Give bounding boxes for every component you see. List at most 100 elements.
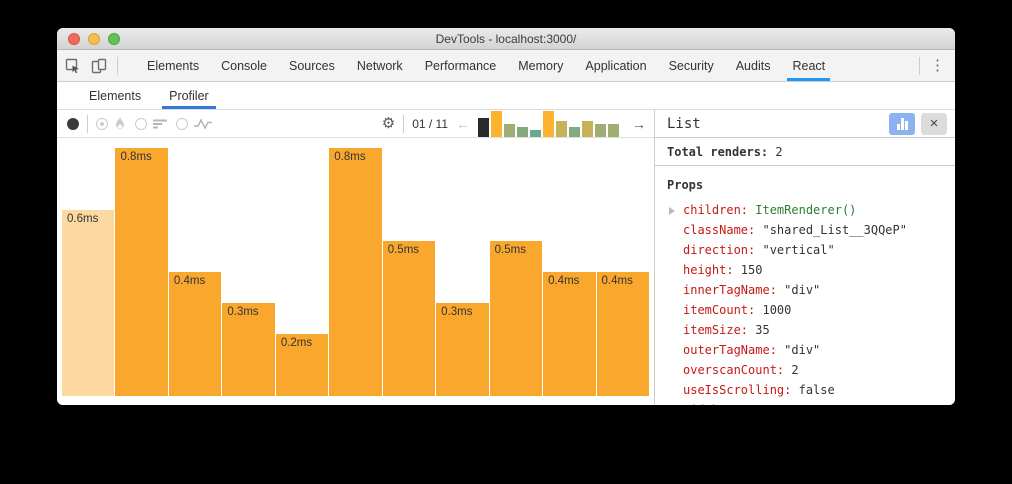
snapshot-bar-3[interactable] [504,124,515,137]
commit-bar-4[interactable]: 0.3ms [222,303,274,396]
prop-value: "vertical" [762,243,834,257]
tab-console[interactable]: Console [210,50,278,81]
tab-application[interactable]: Application [574,50,657,81]
commit-bar-label: 0.3ms [227,306,258,318]
commit-bar-6[interactable]: 0.8ms [329,148,381,396]
subtab-elements[interactable]: Elements [75,82,155,109]
prop-value: "div" [784,283,820,297]
prop-row-innerTagName: innerTagName: "div" [667,280,943,300]
commit-bar-label: 0.3ms [441,306,472,318]
commit-bar-7[interactable]: 0.5ms [383,241,435,396]
panel-tabs: ElementsProfiler [75,82,223,109]
device-toolbar-icon[interactable] [91,58,107,74]
snapshot-selector[interactable] [478,111,624,137]
tab-elements[interactable]: Elements [136,50,210,81]
tab-performance[interactable]: Performance [414,50,508,81]
tab-memory[interactable]: Memory [507,50,574,81]
tab-network[interactable]: Network [346,50,414,81]
interactions-radio[interactable] [176,118,188,130]
commit-bar-11[interactable]: 0.4ms [597,272,649,396]
minimize-window-button[interactable] [88,33,100,45]
commit-bar-label: 0.8ms [334,151,365,163]
component-name: List [667,116,883,132]
snapshot-bar-8[interactable] [569,127,580,137]
snapshot-bar-1[interactable] [478,118,489,137]
ranked-mode-option[interactable] [135,118,168,130]
snapshot-bar-10[interactable] [595,124,606,137]
prop-row-children[interactable]: children: ItemRenderer() [667,200,943,220]
window-titlebar[interactable]: DevTools - localhost:3000/ [57,28,955,50]
commit-bar-label: 0.6ms [67,213,98,225]
profiler-toolbar: ⚙ 01 / 11 ← → [57,110,654,138]
tab-security[interactable]: Security [658,50,725,81]
more-options-icon[interactable]: ⋮ [930,58,945,73]
commit-bar-5[interactable]: 0.2ms [276,334,328,396]
profiler-pane: ⚙ 01 / 11 ← → 0.6ms0.8ms0.4ms0.3ms0.2ms0… [57,110,655,405]
commit-bar-9[interactable]: 0.5ms [490,241,542,396]
snapshot-bar-9[interactable] [582,121,593,137]
commit-bar-label: 0.2ms [281,337,312,349]
tab-audits[interactable]: Audits [725,50,782,81]
prop-key: width: [683,403,734,405]
commit-bar-2[interactable]: 0.8ms [115,148,167,396]
total-renders-value: 2 [775,145,782,159]
commit-bar-8[interactable]: 0.3ms [436,303,488,396]
tab-sources[interactable]: Sources [278,50,346,81]
zoom-window-button[interactable] [108,33,120,45]
snapshot-bar-4[interactable] [517,127,528,137]
prop-value: 1000 [762,303,791,317]
prop-value: 300 [734,403,756,405]
snapshot-bar-5[interactable] [530,130,541,137]
inspect-element-icon[interactable] [65,58,81,74]
total-renders-label: Total renders: [667,145,768,159]
bar-chart-icon [897,118,908,130]
prop-key: itemSize: [683,323,755,337]
prop-row-width: width: 300 [667,400,943,405]
props-section: Props children: ItemRenderer()className:… [655,166,955,405]
snapshot-bar-11[interactable] [608,124,619,137]
subtab-profiler[interactable]: Profiler [155,82,223,109]
expand-triangle-icon[interactable] [669,207,675,215]
devtools-tab-bar: ElementsConsoleSourcesNetworkPerformance… [57,50,955,82]
props-heading: Props [667,178,943,192]
interactions-line-icon [193,117,213,130]
flamegraph-radio[interactable] [96,118,108,130]
window-title: DevTools - localhost:3000/ [436,32,577,46]
ranked-radio[interactable] [135,118,147,130]
commit-bar-3[interactable]: 0.4ms [169,272,221,396]
next-snapshot-arrow-icon[interactable]: → [632,117,646,131]
commit-bar-10[interactable]: 0.4ms [543,272,595,396]
prop-value: 150 [741,263,763,277]
commit-bar-1[interactable]: 0.6ms [62,210,114,396]
snapshot-bar-6[interactable] [543,111,554,137]
tab-react[interactable]: React [781,50,836,81]
close-icon: × [930,115,939,132]
flame-icon [113,116,127,131]
sidebar-header: List × [655,110,955,138]
prop-key: direction: [683,243,762,257]
prop-value: ItemRenderer() [755,203,856,217]
settings-gear-icon[interactable]: ⚙ [382,116,395,131]
prop-row-overscanCount: overscanCount: 2 [667,360,943,380]
commit-bar-label: 0.4ms [548,275,579,287]
record-button[interactable] [67,118,79,130]
flamegraph-mode-option[interactable] [96,116,127,131]
divider [87,115,88,133]
component-chart-button[interactable] [889,113,915,135]
close-window-button[interactable] [68,33,80,45]
close-sidebar-button[interactable]: × [921,113,947,135]
divider [117,57,118,75]
previous-snapshot-arrow-icon[interactable]: ← [456,117,470,131]
prop-row-useIsScrolling: useIsScrolling: false [667,380,943,400]
interactions-mode-option[interactable] [176,117,213,130]
prop-row-className: className: "shared_List__3QQeP" [667,220,943,240]
prop-row-direction: direction: "vertical" [667,240,943,260]
prop-key: overscanCount: [683,363,791,377]
prop-row-itemSize: itemSize: 35 [667,320,943,340]
commit-bar-label: 0.5ms [388,244,419,256]
ranked-chart-icon [152,118,168,130]
snapshot-bar-7[interactable] [556,121,567,137]
prop-value: "div" [784,343,820,357]
snapshot-bar-2[interactable] [491,111,502,137]
prop-key: useIsScrolling: [683,383,799,397]
